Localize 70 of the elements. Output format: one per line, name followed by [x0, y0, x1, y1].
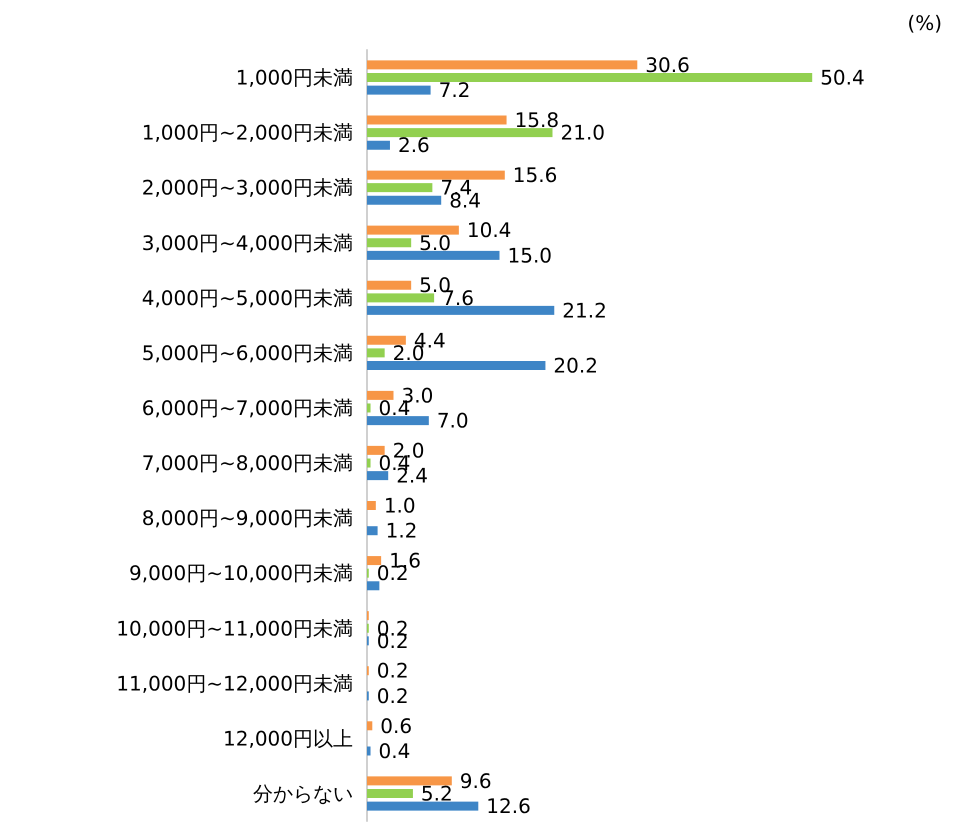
bar: [367, 403, 371, 412]
y-tick-label: 分からない: [253, 781, 353, 806]
data-label: 15.0: [508, 243, 552, 268]
bar: [367, 360, 546, 370]
text: (%): [907, 11, 942, 35]
bar: [367, 196, 442, 205]
bar: [367, 526, 378, 536]
bar: [367, 776, 452, 786]
y-tick-label: 11,000円~12,000円未満: [116, 671, 353, 696]
bar: [367, 293, 434, 302]
bar: [367, 116, 507, 125]
data-label: 2.6: [398, 133, 430, 158]
bar: [367, 348, 385, 358]
bar: [367, 471, 388, 480]
y-tick-label: 8,000円~9,000円未満: [142, 506, 353, 530]
y-tick-label: 12,000円以上: [223, 726, 353, 750]
y-tick-label: 9,000円~10,000円未満: [129, 561, 353, 586]
data-label: 15.6: [512, 163, 558, 188]
bar: [367, 802, 478, 811]
bar: [367, 86, 431, 95]
data-label: 7.2: [438, 78, 470, 102]
bar: [367, 73, 812, 82]
data-label: 9.6: [460, 768, 492, 793]
bar: [367, 280, 412, 290]
data-label: 0.2: [376, 684, 409, 708]
data-label: 10.4: [466, 218, 512, 242]
data-label: 50.4: [820, 66, 865, 90]
data-label: 12.6: [486, 794, 531, 818]
y-tick-label: 10,000円~11,000円未満: [116, 616, 353, 640]
y-tick-label: 1,000円~2,000円未満: [142, 120, 353, 145]
data-label: 0.4: [378, 738, 410, 763]
bar: [367, 238, 412, 248]
bar: [367, 250, 500, 260]
y-tick-label: 2,000円~3,000円未満: [142, 176, 353, 200]
bar: [367, 556, 382, 566]
bar: [367, 788, 413, 798]
data-label: 0.6: [380, 714, 412, 738]
data-label: 5.2: [420, 781, 453, 806]
data-label: 20.2: [553, 353, 598, 378]
bar: [367, 390, 394, 400]
bar: [367, 416, 429, 426]
y-tick-label: 3,000円~4,000円未満: [142, 230, 353, 255]
bar: [367, 336, 406, 345]
y-tick-label: 6,000円~7,000円未満: [142, 396, 353, 420]
bar: [367, 501, 376, 510]
data-label: 15.8: [514, 108, 560, 132]
bar: [367, 170, 505, 180]
data-label: 7.0: [436, 408, 469, 433]
data-label: 5.0: [419, 230, 451, 255]
y-tick-label: 5,000円~6,000円未満: [142, 340, 353, 365]
data-label: 1.2: [386, 518, 418, 543]
data-label: 21.0: [560, 120, 606, 145]
y-tick-label: 7,000円~8,000円未満: [142, 451, 353, 476]
data-label: 1.0: [384, 494, 416, 518]
bar: [367, 721, 372, 730]
bar: [367, 446, 385, 455]
bar: [367, 581, 380, 590]
data-label: 21.2: [562, 298, 607, 322]
bar: [367, 140, 390, 150]
y-tick-label: 4,000円~5,000円未満: [142, 286, 353, 310]
bar: [367, 183, 432, 192]
data-label: 30.6: [645, 52, 690, 77]
bar: [367, 458, 371, 468]
y-tick-label: 1,000円未満: [236, 66, 353, 90]
bar: [367, 306, 554, 315]
bar: [367, 226, 459, 235]
bar: [367, 746, 371, 756]
data-label: 0.2: [376, 658, 409, 683]
bar: [367, 60, 638, 70]
bar: [367, 128, 552, 138]
